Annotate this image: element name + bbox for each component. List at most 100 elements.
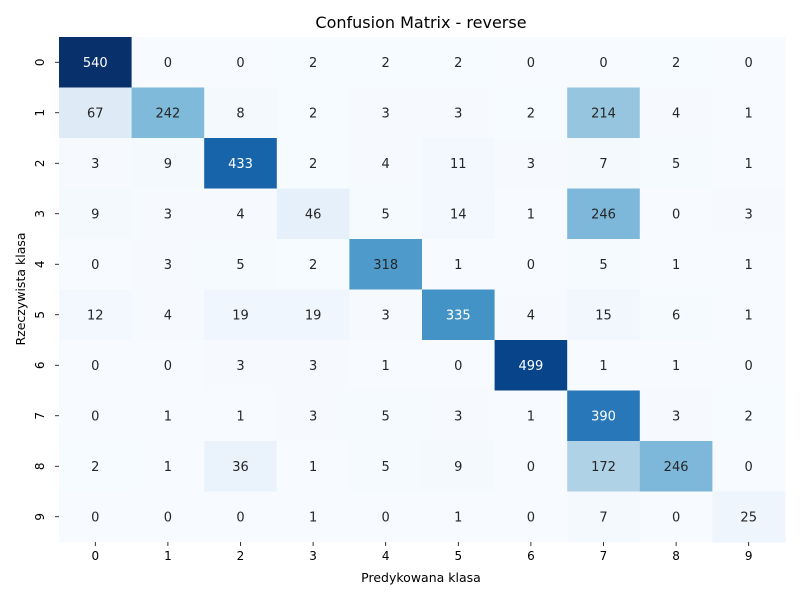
heatmap-cell: [712, 87, 786, 139]
heatmap-cell: [204, 239, 278, 290]
cell-value-label: 36: [232, 460, 249, 475]
heatmap-cell: [131, 390, 205, 442]
y-tick-label: 5: [33, 311, 47, 319]
cell-value-label: 0: [745, 460, 753, 475]
cell-value-label: 15: [595, 308, 612, 323]
cell-value-label: 499: [518, 359, 543, 374]
cell-value-label: 1: [745, 106, 753, 121]
x-tick-label: 0: [91, 549, 99, 563]
cell-value-label: 19: [305, 308, 322, 323]
heatmap-cell: [349, 390, 423, 442]
heatmap-cell: [712, 491, 786, 543]
heatmap-cell: [567, 87, 641, 139]
x-tick-label: 4: [382, 549, 390, 563]
heatmap-cell: [204, 188, 278, 240]
heatmap-cell: [204, 37, 278, 88]
heatmap-cell: [712, 188, 786, 240]
cell-value-label: 5: [382, 207, 390, 222]
cell-value-label: 1: [527, 409, 535, 424]
heatmap-cell: [422, 188, 496, 240]
heatmap-cell: [349, 188, 423, 240]
cell-value-label: 1: [382, 359, 390, 374]
cell-value-label: 214: [591, 106, 616, 121]
x-tick-label: 9: [745, 549, 753, 563]
cell-value-label: 1: [164, 409, 172, 424]
cell-value-label: 242: [155, 106, 180, 121]
heatmap-cell: [349, 340, 423, 391]
heatmap-cell: [349, 289, 423, 341]
heatmap-cell: [712, 441, 786, 492]
heatmap-cell: [422, 491, 496, 543]
cell-value-label: 46: [305, 207, 322, 222]
cell-value-label: 4: [672, 106, 680, 121]
heatmap-cell: [131, 441, 205, 492]
heatmap-cell: [494, 138, 568, 189]
chart-title: Confusion Matrix - reverse: [315, 13, 526, 32]
y-tick-label: 7: [33, 412, 47, 420]
cell-value-label: 246: [591, 207, 616, 222]
heatmap-cell: [639, 289, 713, 341]
heatmap-cell: [422, 239, 496, 290]
y-tick-label: 2: [33, 159, 47, 167]
cell-value-label: 2: [382, 56, 390, 71]
cell-value-label: 0: [454, 359, 462, 374]
cell-value-label: 4: [236, 207, 244, 222]
cell-value-label: 8: [236, 106, 244, 121]
heatmap-cell: [276, 188, 350, 240]
cell-value-label: 2: [454, 56, 462, 71]
cell-value-label: 5: [382, 460, 390, 475]
heatmap-cell: [59, 491, 133, 543]
heatmap-cell: [494, 340, 568, 391]
y-tick-label: 8: [33, 462, 47, 470]
cell-value-label: 5: [382, 409, 390, 424]
cell-value-label: 1: [745, 308, 753, 323]
heatmap-cell: [712, 289, 786, 341]
heatmap-cell: [276, 138, 350, 189]
x-tick-label: 8: [672, 549, 680, 563]
cell-value-label: 3: [164, 258, 172, 273]
cell-value-label: 1: [236, 409, 244, 424]
cell-value-label: 14: [450, 207, 467, 222]
heatmap-cell: [59, 87, 133, 139]
heatmap-cell: [639, 441, 713, 492]
cell-value-label: 9: [454, 460, 462, 475]
cell-value-label: 1: [309, 510, 317, 525]
heatmap-cell: [204, 340, 278, 391]
cell-value-label: 5: [672, 157, 680, 172]
cell-value-label: 3: [91, 157, 99, 172]
y-tick-label: 4: [33, 260, 47, 268]
heatmap-cell: [639, 87, 713, 139]
heatmap-cell: [494, 239, 568, 290]
cell-value-label: 1: [454, 510, 462, 525]
cell-value-label: 2: [309, 258, 317, 273]
heatmap-cell: [204, 87, 278, 139]
heatmap-cell: [494, 188, 568, 240]
cell-value-label: 2: [309, 106, 317, 121]
heatmap-cell: [276, 491, 350, 543]
cell-value-label: 1: [309, 460, 317, 475]
cell-value-label: 0: [672, 207, 680, 222]
cell-value-label: 390: [591, 409, 616, 424]
heatmap-cells: 540 0 0 2 2 2 0 0 2 067 242 8 2 3 3 2 214 4 13 9 433 2 4 11 3 7 5 1…: [59, 37, 786, 543]
heatmap-cell: [131, 188, 205, 240]
cell-value-label: 2: [527, 106, 535, 121]
heatmap-cell: [59, 340, 133, 391]
heatmap-cell: [639, 491, 713, 543]
cell-value-label: 3: [164, 207, 172, 222]
heatmap-cell: [276, 289, 350, 341]
heatmap-cell: [349, 491, 423, 543]
heatmap-cell: [567, 441, 641, 492]
cell-value-label: 11: [450, 157, 467, 172]
heatmap-cell: [204, 491, 278, 543]
cell-value-label: 335: [446, 308, 471, 323]
cell-value-label: 12: [87, 308, 104, 323]
heatmap-cell: [204, 289, 278, 341]
heatmap-cell: [131, 491, 205, 543]
cell-value-label: 3: [309, 409, 317, 424]
heatmap-cell: [276, 390, 350, 442]
heatmap-cell: [204, 390, 278, 442]
cell-value-label: 2: [745, 409, 753, 424]
cell-value-label: 19: [232, 308, 249, 323]
y-tick-label: 0: [33, 58, 47, 66]
